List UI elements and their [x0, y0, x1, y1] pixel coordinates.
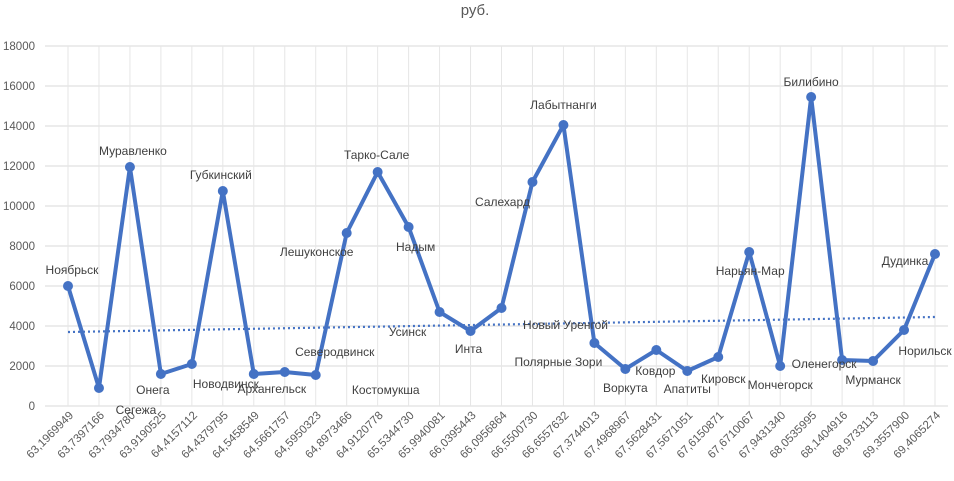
data-point: [806, 92, 817, 102]
y-tick-label: 18000: [3, 41, 35, 53]
data-point: [775, 361, 786, 371]
data-point: [124, 162, 135, 172]
data-label: Инта: [455, 342, 483, 356]
data-label: Ноябрьск: [46, 263, 100, 277]
data-label: Губкинский: [190, 168, 252, 182]
data-point: [465, 326, 476, 336]
data-point: [403, 222, 414, 232]
data-label: Сегежа: [116, 403, 157, 417]
data-label: Мончегорск: [748, 378, 814, 392]
data-point: [372, 167, 383, 177]
y-tick-label: 10000: [3, 201, 35, 213]
data-point: [744, 247, 755, 257]
data-label: Апатиты: [664, 382, 711, 396]
data-label: Нарьян-Мар: [716, 264, 785, 278]
data-point: [558, 120, 569, 130]
data-point: [63, 281, 73, 291]
data-label: Надым: [396, 240, 435, 254]
data-label: Лешуконское: [280, 245, 354, 259]
data-label: Новый Уренгой: [523, 318, 608, 332]
data-label: Муравленко: [99, 144, 167, 158]
y-tick-label: 6000: [9, 281, 35, 293]
data-point: [682, 366, 693, 376]
data-point: [434, 307, 445, 317]
data-label: Северодвинск: [295, 345, 375, 359]
data-label: Онега: [136, 383, 170, 397]
chart-title: руб.: [461, 2, 490, 19]
y-tick-label: 0: [29, 401, 35, 413]
data-label: Кировск: [701, 372, 746, 386]
data-point: [496, 303, 507, 313]
data-label: Мурманск: [845, 373, 901, 387]
data-label: Дудинка: [882, 254, 929, 268]
data-point: [310, 370, 321, 380]
data-label: Ковдор: [635, 364, 676, 378]
y-tick-label: 16000: [3, 81, 35, 93]
data-point: [279, 367, 290, 377]
data-point: [620, 364, 631, 374]
data-label: Оленегорск: [792, 357, 858, 371]
data-label: Норильск: [898, 344, 952, 358]
data-point: [899, 325, 910, 335]
data-label: Билибино: [784, 75, 839, 89]
data-label: Новодвинск: [193, 377, 260, 391]
data-point: [837, 355, 848, 365]
data-point: [248, 369, 259, 379]
data-label: Лабытнанги: [530, 98, 597, 112]
y-tick-label: 8000: [9, 241, 35, 253]
data-point: [341, 228, 352, 238]
y-tick-label: 14000: [3, 121, 35, 133]
y-tick-label: 12000: [3, 161, 35, 173]
data-label: Архангельск: [237, 382, 306, 396]
data-label: Тарко-Сале: [344, 148, 410, 162]
data-label: Воркута: [603, 381, 648, 395]
data-point: [93, 383, 104, 393]
data-point: [651, 345, 662, 355]
data-point: [589, 338, 600, 348]
data-point: [186, 359, 197, 369]
data-point: [217, 186, 228, 196]
data-point: [713, 352, 724, 362]
y-tick-label: 2000: [9, 361, 35, 373]
data-point: [155, 369, 166, 379]
data-label: Костомукша: [352, 383, 420, 397]
y-tick-label: 4000: [9, 321, 35, 333]
data-point: [868, 356, 879, 366]
data-label: Салехард: [475, 195, 530, 209]
data-label: Усинск: [389, 325, 427, 339]
data-point: [930, 249, 940, 259]
data-label: Полярные Зори: [515, 355, 603, 369]
data-point: [527, 177, 538, 187]
